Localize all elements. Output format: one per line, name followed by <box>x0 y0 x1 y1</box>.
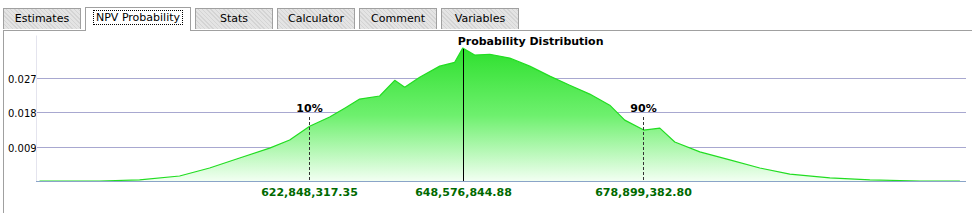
marker-value-label: 622,848,317.35 <box>261 186 358 199</box>
area-fill <box>40 48 960 181</box>
marker-value-label: 648,576,844.88 <box>415 186 512 199</box>
plot-area <box>40 48 960 181</box>
tab[interactable]: Stats <box>195 8 273 29</box>
tab-label[interactable]: Estimates <box>15 12 69 25</box>
marker-line <box>309 117 310 181</box>
y-tick-label: 0.027 <box>8 74 37 85</box>
percentile-label: 10% <box>296 102 322 115</box>
tab-label[interactable]: Stats <box>220 12 248 25</box>
tab[interactable]: Calculator <box>277 8 355 29</box>
tab-label[interactable]: NPV Probability <box>94 11 182 24</box>
tab[interactable]: Estimates <box>3 8 81 29</box>
chart: 0.009 0.018 0.027 Probability Distribution 1… <box>0 0 972 213</box>
x-axis-line <box>36 181 966 182</box>
y-tick-label: 0.009 <box>8 143 37 154</box>
tab-label[interactable]: Calculator <box>288 12 344 25</box>
chart-title: Probability Distribution <box>458 35 604 48</box>
y-tick-label: 0.018 <box>8 108 37 119</box>
tab[interactable]: NPV Probability <box>85 7 191 31</box>
percentile-label: 90% <box>630 102 656 115</box>
area-line <box>40 48 960 181</box>
marker-line <box>643 117 644 181</box>
tab[interactable]: Comment <box>359 8 437 29</box>
marker-line <box>463 49 464 181</box>
tab-label[interactable]: Comment <box>371 12 425 25</box>
marker-value-label: 678,899,382.80 <box>595 186 692 199</box>
tab-label[interactable]: Variables <box>455 12 505 25</box>
tab[interactable]: Variables <box>441 8 519 29</box>
y-axis-line <box>36 36 37 182</box>
